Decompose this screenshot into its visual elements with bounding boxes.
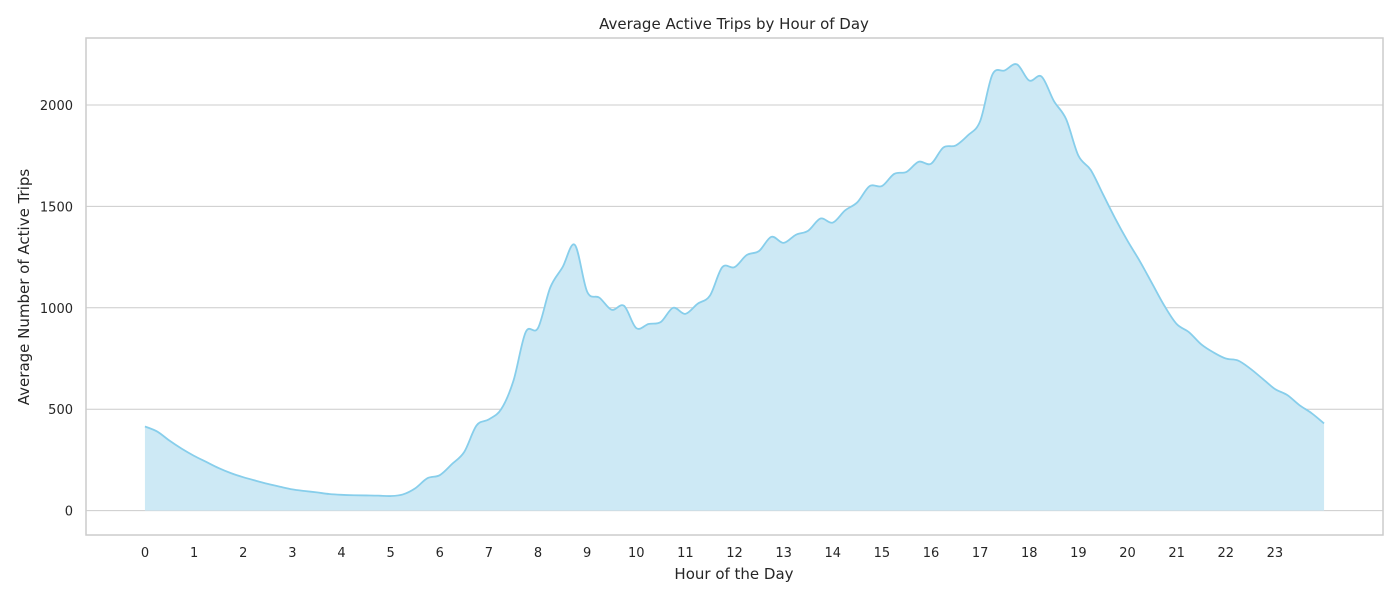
x-tick-label: 5	[386, 546, 394, 561]
x-tick-label: 21	[1168, 546, 1185, 561]
chart-title: Average Active Trips by Hour of Day	[599, 15, 869, 33]
x-tick-label: 15	[874, 546, 891, 561]
x-tick-label: 20	[1119, 546, 1136, 561]
x-tick-label: 7	[485, 546, 493, 561]
area-fill	[144, 64, 1325, 511]
x-axis-ticks: 0 1 2 3 4 5 6 7 8 9 10 11 12 13 14 15 16 17 18 19 20 21 22 23	[141, 546, 1283, 561]
x-tick-label: 8	[534, 546, 542, 561]
plot-frame	[85, 37, 1384, 536]
y-tick-label: 1000	[40, 302, 73, 317]
x-tick-label: 6	[436, 546, 444, 561]
x-tick-label: 22	[1218, 546, 1235, 561]
x-tick-label: 23	[1267, 546, 1284, 561]
x-tick-label: 9	[583, 546, 591, 561]
x-tick-label: 2	[239, 546, 247, 561]
x-tick-label: 0	[141, 546, 149, 561]
x-tick-label: 4	[337, 546, 345, 561]
x-tick-label: 14	[824, 546, 841, 561]
y-tick-label: 0	[65, 505, 73, 520]
series-line	[144, 63, 1325, 497]
y-tick-label: 1500	[40, 200, 73, 215]
y-tick-label: 500	[48, 403, 73, 418]
x-tick-label: 12	[726, 546, 743, 561]
y-tick-label: 2000	[40, 99, 73, 114]
x-tick-label: 11	[677, 546, 694, 561]
x-tick-label: 18	[1021, 546, 1038, 561]
x-tick-label: 17	[972, 546, 989, 561]
x-axis-title: Hour of the Day	[674, 565, 793, 583]
y-axis-ticks: 0 500 1000 1500 2000	[40, 99, 73, 520]
x-tick-label: 10	[628, 546, 645, 561]
x-tick-label: 16	[923, 546, 940, 561]
x-tick-label: 13	[775, 546, 792, 561]
series-layer	[144, 63, 1325, 511]
x-tick-label: 19	[1070, 546, 1087, 561]
x-tick-label: 3	[288, 546, 296, 561]
y-axis-title: Average Number of Active Trips	[15, 169, 33, 406]
x-tick-label: 1	[190, 546, 198, 561]
